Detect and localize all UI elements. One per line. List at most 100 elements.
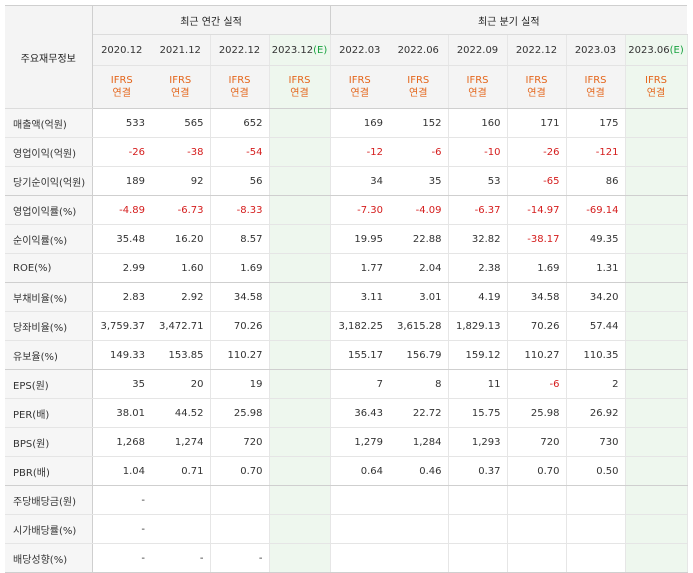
value-cell (329, 543, 389, 573)
ifrs-label: IFRS (348, 75, 371, 86)
period-header-6: 2022.09 (448, 34, 508, 66)
value-cell: 22.88 (389, 224, 449, 254)
value-cell (625, 253, 688, 283)
consolidated-label: 연결 (290, 88, 309, 99)
value-cell: 0.70 (210, 456, 270, 486)
consolidated-label: 연결 (171, 88, 190, 99)
consolidated-label: 연결 (350, 88, 369, 99)
value-cell: 2.38 (448, 253, 508, 283)
table-row: 배당성향(%) - - - (5, 543, 688, 573)
value-cell: 92 (151, 166, 211, 196)
value-cell (625, 485, 688, 515)
value-cell (625, 340, 688, 370)
value-cell: 565 (151, 108, 211, 138)
value-cell (625, 282, 688, 312)
value-cell: 533 (91, 108, 151, 138)
value-cell: -10 (448, 137, 508, 167)
value-cell: 34.20 (566, 282, 626, 312)
row-label: ROE(%) (5, 253, 93, 283)
value-cell: 8.57 (210, 224, 270, 254)
value-cell: 110.35 (566, 340, 626, 370)
ifrs-label: IFRS (584, 75, 607, 86)
period-label: 2020.12 (101, 44, 143, 56)
value-cell: - (91, 543, 151, 573)
value-cell: 110.27 (507, 340, 567, 370)
table-row: 당좌비율(%) 3,759.37 3,472.71 70.26 3,182.25 3,61… (5, 311, 688, 341)
row-label: 순이익률(%) (5, 224, 93, 254)
value-cell: 22.72 (389, 398, 449, 428)
ifrs-label: IFRS (407, 75, 430, 86)
period-label: 2022.03 (339, 44, 381, 56)
value-cell: -26 (91, 137, 151, 167)
value-cell: 57.44 (566, 311, 626, 341)
value-cell: 652 (210, 108, 270, 138)
period-label: 2022.12 (218, 44, 261, 56)
value-cell: -4.09 (389, 195, 449, 225)
value-cell: 0.70 (507, 456, 567, 486)
period-label: 2022.06 (397, 44, 439, 56)
value-cell: 56 (210, 166, 270, 196)
period-header-0: 2020.12 (91, 34, 151, 66)
value-cell: 70.26 (210, 311, 270, 341)
table-row: 당기순이익(억원) 189 92 56 34 35 53 -65 86 (5, 166, 688, 196)
value-cell (269, 282, 331, 312)
ifrs-header-2: IFRS 연결 (210, 65, 270, 109)
value-cell: 25.98 (507, 398, 567, 428)
row-label: 부채비율(%) (5, 282, 93, 312)
consolidated-label: 연결 (468, 88, 487, 99)
row-label: 주당배당금(원) (5, 485, 93, 515)
ifrs-header-3: IFRS 연결 (269, 65, 331, 109)
ifrs-header-1: IFRS 연결 (151, 65, 211, 109)
value-cell: -4.89 (91, 195, 151, 225)
table-row: 시가배당률(%) - (5, 514, 688, 544)
value-cell (269, 108, 331, 138)
value-cell (625, 224, 688, 254)
ifrs-header-6: IFRS 연결 (448, 65, 508, 109)
value-cell: -14.97 (507, 195, 567, 225)
value-cell: 25.98 (210, 398, 270, 428)
table-row: PER(배) 38.01 44.52 25.98 36.43 22.72 15.75 25.9… (5, 398, 688, 428)
table-row: 부채비율(%) 2.83 2.92 34.58 3.11 3.01 4.19 34.58 34.… (5, 282, 688, 312)
value-cell: 2.04 (389, 253, 449, 283)
value-cell (269, 195, 331, 225)
value-cell: 38.01 (91, 398, 151, 428)
consolidated-label: 연결 (230, 88, 249, 99)
row-label: 영업이익률(%) (5, 195, 93, 225)
value-cell: 2.99 (91, 253, 151, 283)
period-header-7: 2022.12 (507, 34, 567, 66)
value-cell (269, 369, 331, 399)
ifrs-label: IFRS (228, 75, 251, 86)
value-cell: 2 (566, 369, 626, 399)
value-cell: -7.30 (329, 195, 389, 225)
ifrs-label: IFRS (169, 75, 192, 86)
value-cell (269, 456, 331, 486)
value-cell: 1,293 (448, 427, 508, 457)
value-cell: 35 (389, 166, 449, 196)
value-cell: 159.12 (448, 340, 508, 370)
value-cell: 720 (210, 427, 270, 457)
value-cell: 1.77 (329, 253, 389, 283)
row-label: PBR(배) (5, 456, 93, 486)
quarterly-results-title: 최근 분기 실적 (329, 5, 687, 35)
period-header-9: 2023.06(E) (625, 34, 688, 66)
value-cell: 11 (448, 369, 508, 399)
value-cell: 1.60 (151, 253, 211, 283)
ifrs-label: IFRS (110, 75, 133, 86)
value-cell: 2.83 (91, 282, 151, 312)
value-cell (269, 398, 331, 428)
value-cell (507, 543, 567, 573)
value-cell: 153.85 (151, 340, 211, 370)
value-cell: 1.31 (566, 253, 626, 283)
value-cell (269, 543, 331, 573)
consolidated-label: 연결 (409, 88, 428, 99)
consolidated-label: 연결 (646, 88, 666, 99)
value-cell: - (151, 543, 211, 573)
value-cell (625, 108, 688, 138)
consolidated-label: 연결 (586, 88, 605, 99)
value-cell (625, 398, 688, 428)
value-cell: 4.19 (448, 282, 508, 312)
value-cell: -65 (507, 166, 567, 196)
value-cell (448, 514, 508, 544)
value-cell: 155.17 (329, 340, 389, 370)
value-cell: 16.20 (151, 224, 211, 254)
